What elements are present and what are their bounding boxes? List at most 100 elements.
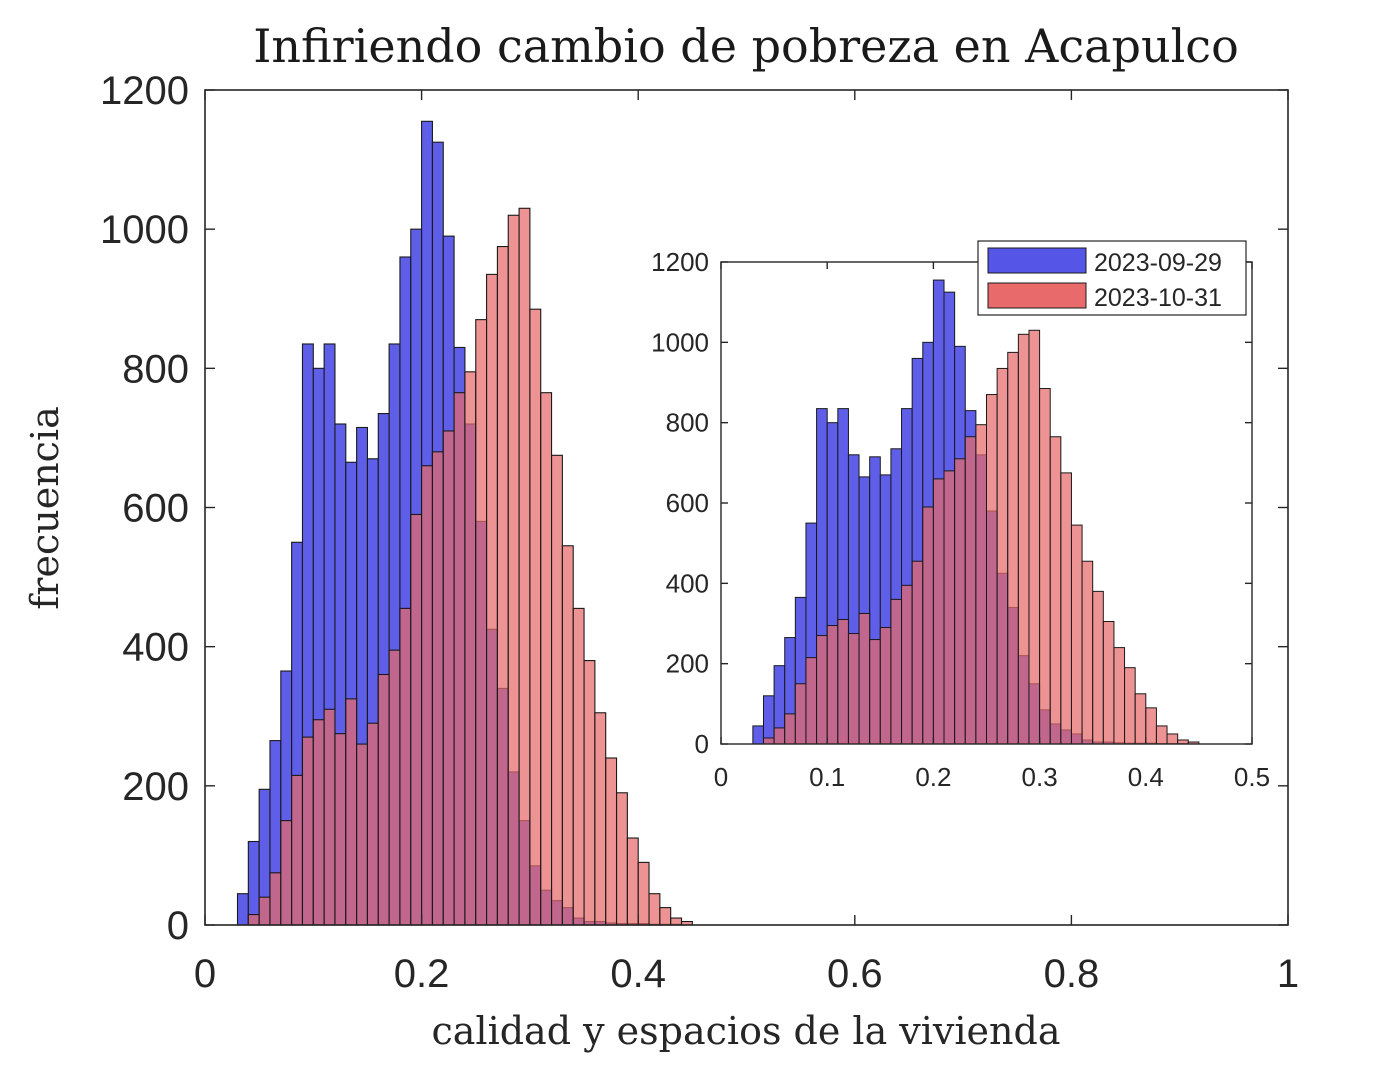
main-x-tick-label: 0.2	[394, 952, 450, 996]
bar-2023-10-31	[975, 424, 988, 745]
main-y-tick-label: 1200	[100, 69, 189, 113]
inset-y-tick-labels: 0 200 400 600 800 1000 1200	[651, 247, 709, 759]
main-x-tick-label: 0.6	[827, 952, 883, 996]
bar-2023-10-31	[583, 660, 596, 926]
bar-2023-10-31	[648, 893, 661, 926]
bar-2023-10-31	[847, 633, 860, 745]
bar-2023-10-31	[399, 607, 412, 926]
bar-2023-10-31	[561, 545, 574, 926]
bar-2023-09-29	[247, 840, 260, 926]
bar-2023-10-31	[486, 273, 498, 926]
bar-2023-09-29	[236, 893, 249, 926]
bar-2023-10-31	[1113, 647, 1126, 745]
bar-2023-10-31	[377, 673, 390, 926]
bar-2023-10-31	[1070, 524, 1083, 745]
bar-2023-10-31	[1060, 472, 1072, 745]
bar-2023-10-31	[773, 727, 786, 745]
inset-axes: 0 0.1 0.2 0.3 0.4 0.5 0 200 400 600 800 …	[651, 240, 1270, 792]
bar-2023-10-31	[605, 757, 618, 926]
bar-2023-10-31	[1092, 590, 1104, 745]
bar-2023-10-31	[507, 214, 520, 926]
bar-2023-10-31	[431, 451, 444, 926]
bar-2023-10-31	[1081, 560, 1094, 745]
bar-2023-10-31	[879, 627, 892, 745]
bar-2023-10-31	[659, 907, 672, 926]
bar-2023-10-31	[911, 560, 924, 745]
main-y-tick-label: 1000	[100, 208, 189, 252]
bar-2023-10-31	[869, 639, 881, 745]
bar-2023-10-31	[784, 713, 796, 745]
main-x-tick-label: 1	[1277, 952, 1299, 996]
bar-2023-10-31	[626, 837, 639, 926]
bar-2023-10-31	[901, 584, 913, 745]
legend-swatch-2023-10-31	[987, 282, 1087, 309]
bar-2023-10-31	[356, 743, 368, 926]
x-axis-label: calidad y espacios de la vivienda	[431, 1009, 1060, 1053]
main-y-tick-label: 600	[122, 487, 189, 531]
bar-2023-09-29	[752, 725, 764, 745]
bar-2023-10-31	[1007, 351, 1019, 745]
bar-2023-10-31	[996, 367, 1009, 745]
bar-2023-10-31	[890, 598, 903, 745]
main-y-tick-label: 200	[122, 765, 189, 809]
bar-2023-10-31	[323, 708, 336, 926]
bar-2023-10-31	[1166, 733, 1179, 745]
bar-2023-10-31	[805, 657, 818, 745]
bar-2023-10-31	[540, 392, 553, 926]
bar-2023-10-31	[615, 792, 628, 926]
bar-2023-10-31	[496, 246, 509, 926]
bar-2023-10-31	[280, 820, 293, 926]
inset-y-tick-label: 800	[666, 408, 709, 438]
bar-2023-10-31	[247, 914, 260, 926]
main-y-tick-labels: 0 200 400 600 800 1000 1200	[100, 69, 189, 948]
main-x-tick-label: 0	[194, 952, 216, 996]
inset-y-tick-label: 1000	[651, 327, 709, 357]
bar-2023-10-31	[1102, 620, 1115, 745]
bar-2023-10-31	[518, 207, 531, 926]
bar-2023-10-31	[1049, 436, 1062, 745]
bar-2023-10-31	[312, 719, 325, 926]
main-y-tick-label: 400	[122, 626, 189, 670]
bar-2023-10-31	[421, 465, 433, 926]
bar-2023-10-31	[345, 698, 358, 926]
bar-2023-10-31	[334, 733, 347, 926]
inset-x-tick-label: 0.4	[1128, 762, 1164, 792]
bar-2023-10-31	[1155, 725, 1168, 745]
inset-y-tick-label: 400	[666, 568, 709, 598]
bar-2023-10-31	[1028, 329, 1041, 745]
bar-2023-10-31	[388, 649, 401, 926]
bar-2023-10-31	[637, 861, 650, 926]
bar-2023-10-31	[529, 308, 542, 926]
inset-x-tick-label: 0.2	[915, 762, 951, 792]
bar-2023-10-31	[932, 478, 945, 745]
bar-2023-10-31	[954, 458, 966, 745]
main-x-tick-label: 0.8	[1044, 952, 1100, 996]
bar-2023-10-31	[301, 736, 314, 926]
bar-2023-10-31	[475, 319, 488, 926]
bar-2023-10-31	[442, 430, 455, 926]
main-y-tick-label: 0	[167, 904, 189, 948]
bar-2023-10-31	[922, 506, 934, 745]
bar-2023-10-31	[453, 392, 466, 926]
bar-2023-10-31	[594, 712, 607, 926]
bar-2023-10-31	[1145, 707, 1157, 745]
legend-label-2023-09-29: 2023-09-29	[1094, 249, 1222, 277]
bar-2023-10-31	[410, 513, 423, 926]
bar-2023-10-31	[837, 618, 849, 745]
legend-swatch-2023-09-29	[987, 247, 1087, 274]
main-ticks	[204, 89, 1289, 926]
bar-2023-10-31	[291, 774, 304, 926]
main-x-tick-labels: 0 0.2 0.4 0.6 0.8 1	[194, 952, 1299, 996]
y-axis-label: frecuencia	[23, 406, 67, 610]
bar-2023-10-31	[964, 436, 977, 745]
bar-2023-10-31	[1017, 333, 1030, 745]
main-x-tick-label: 0.4	[610, 952, 666, 996]
bar-2023-10-31	[816, 635, 828, 745]
inset-y-tick-label: 0	[695, 729, 709, 759]
inset-x-tick-label: 0.3	[1022, 762, 1058, 792]
bar-2023-10-31	[258, 896, 271, 926]
legend: 2023-09-29 2023-10-31	[977, 240, 1247, 316]
bar-2023-09-29	[762, 695, 775, 745]
